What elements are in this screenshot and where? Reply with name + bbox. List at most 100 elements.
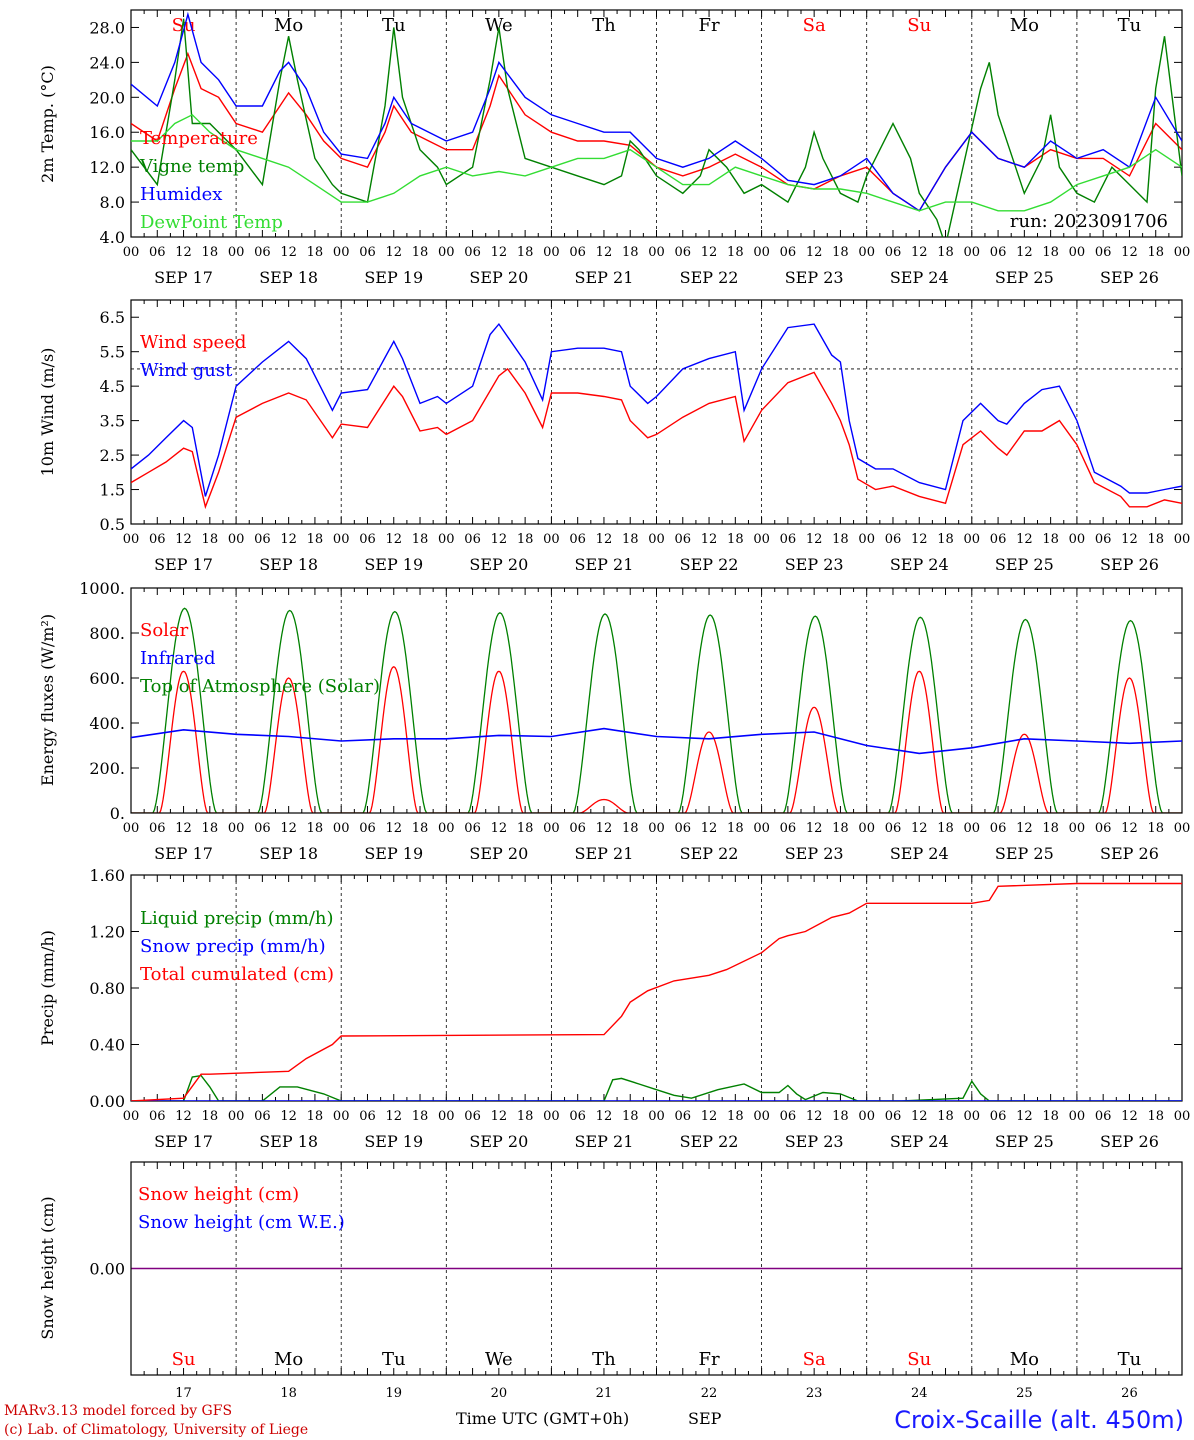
- hour-label: 00: [123, 245, 140, 260]
- hour-label: 06: [1095, 1109, 1112, 1124]
- hour-label: 00: [1174, 1109, 1191, 1124]
- hour-label: 00: [123, 532, 140, 547]
- date-label: SEP 22: [680, 844, 739, 863]
- hour-label: 12: [596, 245, 613, 260]
- hour-label: 18: [1042, 821, 1059, 836]
- date-label: SEP 24: [890, 1132, 949, 1151]
- hour-label: 06: [990, 245, 1007, 260]
- day-label: Tu: [1118, 1349, 1142, 1370]
- hour-label: 12: [701, 821, 718, 836]
- hour-label: 12: [280, 532, 297, 547]
- hour-label: 12: [911, 821, 928, 836]
- hour-label: 18: [727, 1109, 744, 1124]
- day-number: 20: [491, 1386, 508, 1401]
- hour-label: 00: [228, 1109, 245, 1124]
- y-tick-label: 0.00: [89, 1092, 125, 1111]
- hour-label: 06: [990, 532, 1007, 547]
- date-label: SEP 17: [154, 1132, 213, 1151]
- hour-label: 18: [1147, 821, 1164, 836]
- day-label: Fr: [699, 1349, 720, 1370]
- hour-label: 00: [1174, 532, 1191, 547]
- hour-label: 18: [307, 1109, 324, 1124]
- legends: Temperature Vigne temp Humidex DewPoint …: [138, 128, 1168, 1233]
- hour-label: 18: [832, 245, 849, 260]
- hour-label: 00: [543, 532, 560, 547]
- y-tick-label: 1.5: [100, 481, 125, 500]
- legend-wind-gust: Wind gust: [140, 360, 233, 381]
- day-number: 23: [806, 1386, 823, 1401]
- series-line-1: [131, 1074, 1182, 1101]
- footer: MARv3.13 model forced by GFS (c) Lab. of…: [4, 1403, 1184, 1438]
- hour-label: 12: [491, 1109, 508, 1124]
- date-label: SEP 26: [1100, 555, 1159, 574]
- panel-2: 0.5 1.5 2.5 3.5 4.5 5.5 6.5 10m Wind (m/s) 00 06 1…: [38, 299, 1191, 574]
- hour-label: 00: [648, 532, 665, 547]
- hour-label: 00: [753, 1109, 770, 1124]
- hour-label: 12: [911, 1109, 928, 1124]
- hour-label: 06: [149, 245, 166, 260]
- date-label: SEP 25: [995, 268, 1054, 287]
- hour-label: 18: [307, 532, 324, 547]
- date-label: SEP 20: [469, 844, 528, 863]
- hour-label: 18: [832, 1109, 849, 1124]
- legend-humidex: Humidex: [140, 184, 222, 205]
- y-tick-label: 28.0: [89, 18, 125, 37]
- hour-label: 00: [858, 1109, 875, 1124]
- hour-label: 18: [622, 1109, 639, 1124]
- hour-label: 00: [964, 821, 981, 836]
- plot-frame: [130, 587, 1183, 814]
- y-tick-label: 2.5: [100, 446, 125, 465]
- day-number: 17: [175, 1386, 192, 1401]
- hour-label: 12: [806, 245, 823, 260]
- infrared-line: [131, 727, 1182, 755]
- hour-label: 06: [990, 821, 1007, 836]
- date-label: SEP 25: [995, 1132, 1054, 1151]
- hour-label: 12: [491, 532, 508, 547]
- hour-label: 18: [832, 532, 849, 547]
- y-tick-label: 0.5: [100, 515, 125, 534]
- hour-label: 12: [596, 821, 613, 836]
- hour-label: 06: [885, 245, 902, 260]
- hour-label: 06: [359, 1109, 376, 1124]
- hour-label: 12: [1121, 532, 1138, 547]
- hour-label: 12: [280, 1109, 297, 1124]
- hour-label: 18: [517, 532, 534, 547]
- hour-label: 00: [858, 245, 875, 260]
- hour-label: 06: [149, 1109, 166, 1124]
- hour-label: 00: [1069, 1109, 1086, 1124]
- y-tick-label: 400.: [89, 714, 125, 733]
- footer-axis-title: Time UTC (GMT+0h): [456, 1409, 629, 1428]
- hour-label: 18: [1147, 532, 1164, 547]
- date-label: SEP 26: [1100, 1132, 1159, 1151]
- hour-label: 12: [175, 1109, 192, 1124]
- hour-label: 18: [517, 1109, 534, 1124]
- date-label: SEP 17: [154, 844, 213, 863]
- hour-label: 12: [491, 821, 508, 836]
- date-label: SEP 20: [469, 555, 528, 574]
- hour-label: 18: [202, 821, 219, 836]
- day-number: 26: [1121, 1386, 1138, 1401]
- hour-label: 12: [175, 532, 192, 547]
- date-label: SEP 21: [575, 1132, 634, 1151]
- hour-label: 18: [412, 532, 429, 547]
- day-label: We: [485, 1349, 513, 1370]
- y-tick-label: 4.5: [100, 377, 125, 396]
- y-axis-title: 10m Wind (m/s): [38, 348, 57, 477]
- hour-label: 12: [806, 821, 823, 836]
- hour-label: 12: [385, 821, 402, 836]
- date-label: SEP 25: [995, 555, 1054, 574]
- hour-label: 18: [727, 245, 744, 260]
- hour-label: 12: [491, 245, 508, 260]
- hour-label: 06: [885, 532, 902, 547]
- date-label: SEP 18: [259, 1132, 318, 1151]
- hour-label: 12: [701, 245, 718, 260]
- y-axis-title: Precip (mm/h): [38, 930, 57, 1046]
- hour-label: 18: [937, 821, 954, 836]
- hour-label: 00: [123, 1109, 140, 1124]
- hour-label: 18: [517, 245, 534, 260]
- day-label: We: [485, 15, 513, 36]
- hour-label: 06: [675, 245, 692, 260]
- hour-label: 00: [964, 245, 981, 260]
- y-tick-label: 12.0: [89, 158, 125, 177]
- hour-label: 18: [202, 532, 219, 547]
